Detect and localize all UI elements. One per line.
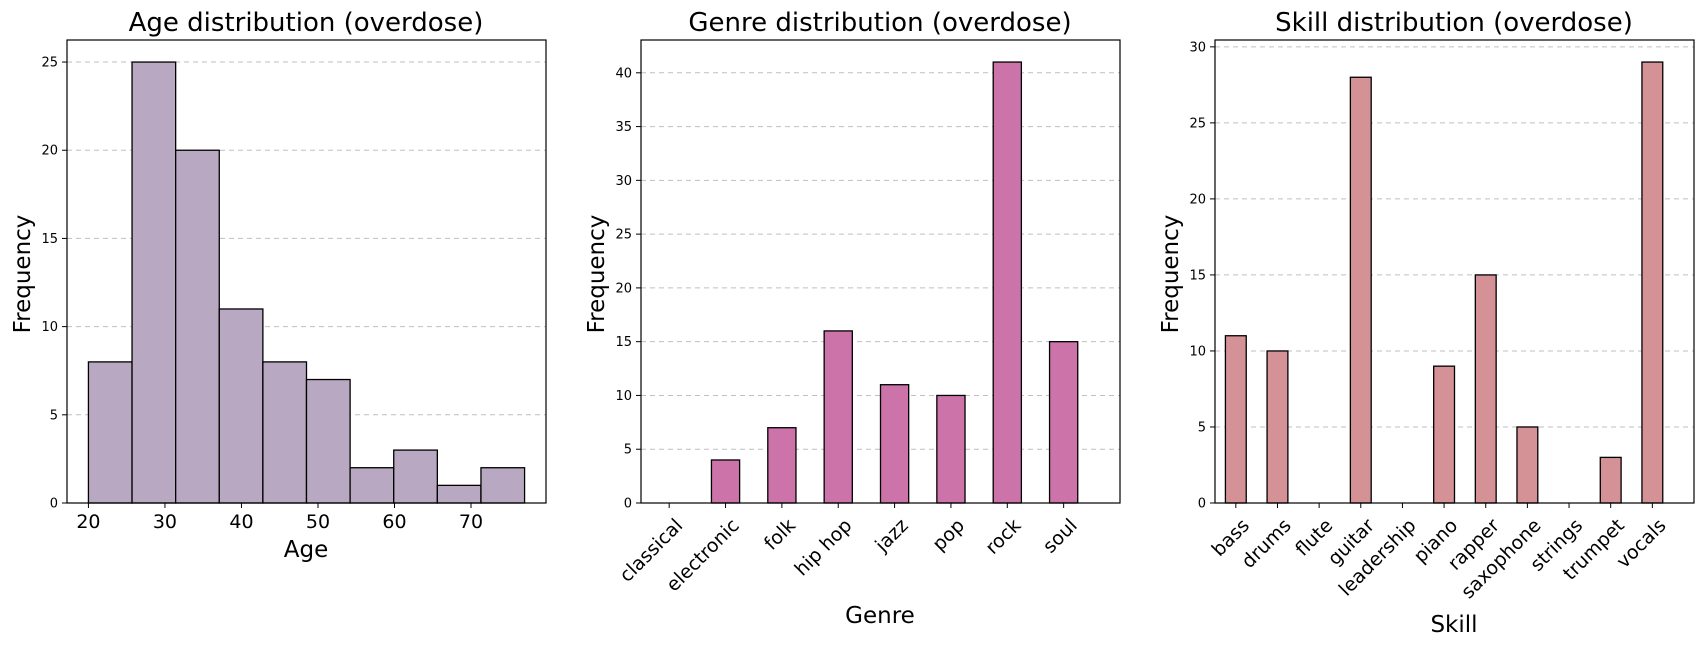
genre-x-tick-label: hip hop: [791, 515, 857, 581]
age-histogram-bar: [393, 449, 438, 504]
skill-bar-piano: [1433, 365, 1456, 504]
age-histogram-bar: [436, 484, 482, 504]
genre-y-tick-label: 0: [624, 497, 632, 512]
genre-y-tick-label: 5: [624, 443, 632, 458]
age-chart-title: Age distribution (overdose): [129, 8, 484, 38]
age-y-tick-label: 25: [41, 56, 58, 71]
genre-x-tick-label: rock: [981, 515, 1025, 559]
age-y-tick-label: 15: [41, 232, 58, 247]
genre-y-tick-label: 10: [615, 389, 632, 404]
skill-y-tick-label: 20: [1189, 192, 1206, 207]
age-histogram-bar: [218, 308, 264, 504]
age-y-tick-label: 0: [50, 497, 58, 512]
age-x-tick-label: 30: [153, 511, 177, 533]
skill-y-tick-label: 10: [1189, 344, 1206, 359]
genre-y-axis-label: Frequency: [584, 215, 610, 334]
skill-chart-title: Skill distribution (overdose): [1275, 8, 1633, 38]
genre-bar-pop: [936, 394, 966, 504]
genre-bar-hip-hop: [823, 330, 853, 504]
age-histogram-panel: Age distribution (overdose) Age Frequenc…: [10, 8, 547, 563]
age-y-tick-label: 10: [41, 320, 58, 335]
genre-bar-electronic: [710, 459, 741, 504]
skill-y-tick-label: 25: [1189, 116, 1206, 131]
age-x-tick-label: 20: [76, 511, 100, 533]
age-histogram-bar: [349, 467, 395, 504]
age-histogram-bar: [175, 149, 220, 504]
genre-bar-rock: [992, 61, 1023, 504]
genre-x-tick-label: folk: [760, 515, 800, 555]
age-y-tick-label: 5: [50, 408, 58, 423]
genre-bar-jazz: [879, 384, 910, 504]
skill-bar-bass: [1224, 335, 1247, 504]
skill-bar-rapper: [1474, 274, 1497, 504]
skill-bar-guitar: [1349, 76, 1372, 504]
skill-x-axis-label: Skill: [1430, 612, 1477, 638]
genre-axes-frame: [640, 39, 1121, 504]
age-histogram-bar: [87, 361, 133, 504]
genre-x-axis-label: Genre: [845, 603, 915, 629]
genre-chart-title: Genre distribution (overdose): [688, 8, 1071, 38]
genre-bar-soul: [1048, 341, 1079, 504]
genre-y-tick-label: 15: [615, 335, 632, 350]
age-x-axis-label: Age: [284, 537, 328, 563]
genre-y-tick-label: 30: [615, 174, 632, 189]
age-histogram-bar: [131, 61, 177, 504]
age-histogram-bar: [305, 378, 351, 504]
genre-x-tick-label: jazz: [870, 515, 912, 557]
skill-y-axis-label: Frequency: [1158, 215, 1184, 334]
genre-bar-folk: [767, 427, 797, 504]
skill-bar-panel: Skill distribution (overdose) Skill Freq…: [1158, 8, 1695, 638]
genre-y-tick-label: 40: [615, 66, 632, 81]
genre-y-tick-label: 25: [615, 228, 632, 243]
age-x-tick-label: 60: [382, 511, 406, 533]
skill-bar-trumpet: [1599, 456, 1622, 504]
age-axes-frame: [66, 39, 547, 504]
genre-bar-panel: Genre distribution (overdose) Genre Freq…: [584, 8, 1121, 629]
age-x-tick-label: 70: [459, 511, 483, 533]
skill-bar-vocals: [1641, 61, 1664, 504]
age-y-axis-label: Frequency: [10, 215, 36, 334]
genre-y-tick-label: 35: [615, 120, 632, 135]
age-x-tick-label: 40: [229, 511, 253, 533]
skill-y-tick-label: 0: [1198, 497, 1206, 512]
age-histogram-bar: [262, 361, 308, 504]
age-histogram-bar: [480, 467, 526, 504]
skill-bar-drums: [1266, 350, 1289, 504]
genre-x-tick-label: soul: [1039, 515, 1082, 558]
age-x-tick-label: 50: [306, 511, 330, 533]
genre-y-tick-label: 20: [615, 281, 632, 296]
genre-x-tick-label: pop: [928, 515, 969, 556]
age-y-tick-label: 20: [41, 144, 58, 159]
skill-y-tick-label: 15: [1189, 268, 1206, 283]
skill-y-tick-label: 30: [1189, 40, 1206, 55]
skill-axes-frame: [1214, 39, 1695, 504]
skill-y-tick-label: 5: [1198, 420, 1206, 435]
skill-bar-saxophone: [1516, 426, 1539, 504]
